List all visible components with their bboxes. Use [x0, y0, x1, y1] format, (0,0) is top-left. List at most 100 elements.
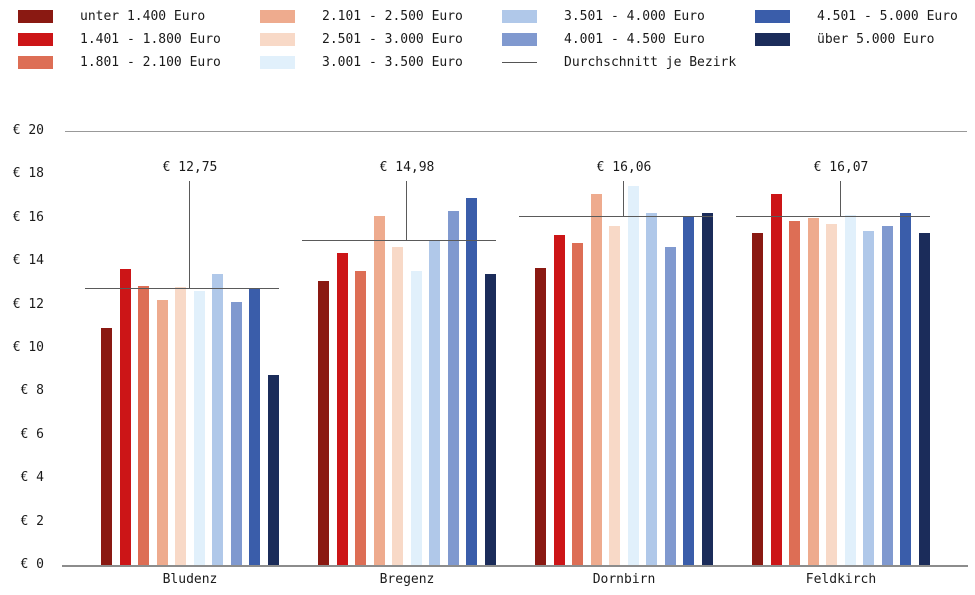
y-axis-tick-label: € 8 [20, 383, 44, 399]
bar [683, 215, 695, 565]
average-line-swatch-icon [502, 62, 537, 63]
legend-item-label: 3.501 - 4.000 Euro [564, 9, 705, 24]
district-average-line [519, 216, 713, 218]
legend-item: 3.001 - 3.500 Euro [260, 56, 463, 69]
bars-row [318, 131, 496, 565]
average-annotation-line [623, 181, 624, 217]
bar [193, 290, 205, 565]
legend-item-label: 1.401 - 1.800 Euro [80, 32, 221, 47]
bar [900, 213, 912, 565]
average-annotation-line [406, 181, 407, 240]
x-axis-category-label: Feldkirch [805, 572, 877, 587]
bar [590, 193, 602, 565]
bar [572, 242, 584, 565]
bar [844, 214, 856, 565]
legend-item-label: 1.801 - 2.100 Euro [80, 55, 221, 70]
bar [119, 268, 131, 565]
y-axis-tick-label: € 6 [20, 426, 44, 442]
legend-color-swatch-icon [18, 33, 53, 46]
legend-color-swatch-icon [502, 10, 537, 23]
bar [553, 235, 565, 565]
bar [212, 274, 224, 565]
bars-row [535, 131, 713, 565]
legend-color-swatch-icon [18, 10, 53, 23]
bar [863, 230, 875, 565]
y-axis-tick-label: € 18 [12, 166, 44, 182]
bar [318, 280, 329, 565]
legend-item-label: 2.101 - 2.500 Euro [322, 9, 463, 24]
legend-color-swatch-icon [260, 56, 295, 69]
bar [807, 217, 819, 565]
bar-group-bregenz: € 14,98 [302, 131, 496, 565]
y-axis-tick-label: € 20 [12, 123, 44, 138]
legend-color-swatch-icon [260, 10, 295, 23]
y-axis-tick-label: € 10 [12, 340, 44, 355]
bar [646, 213, 658, 565]
bar [175, 287, 187, 565]
legend-item: 4.501 - 5.000 Euro [755, 10, 958, 23]
chart-legend: unter 1.400 Euro 1.401 - 1.800 Euro 1.801 … [0, 0, 975, 80]
bars-row [752, 131, 930, 565]
y-axis-tick-label: € 12 [12, 296, 44, 312]
bar [826, 224, 838, 565]
bar [267, 375, 279, 565]
y-axis-tick-label: € 16 [12, 209, 44, 225]
district-average-line [302, 239, 496, 241]
bar [664, 247, 676, 565]
x-axis-category-label: Dornbirn [592, 572, 656, 587]
bar [609, 226, 621, 565]
y-axis-tick-label: € 4 [20, 470, 44, 486]
legend-color-swatch-icon [755, 10, 790, 23]
bar [392, 247, 404, 565]
bar [881, 226, 893, 565]
bar [701, 213, 713, 565]
bar [410, 270, 422, 565]
legend-color-swatch-icon [18, 56, 53, 69]
bar [101, 328, 112, 565]
bar [336, 252, 348, 565]
legend-color-swatch-icon [260, 33, 295, 46]
x-axis-line [62, 565, 968, 567]
bar-group-feldkirch: € 16,07 [736, 131, 930, 565]
legend-item-label: über 5.000 Euro [817, 32, 935, 47]
legend-color-swatch-icon [755, 33, 790, 46]
average-annotation-line [189, 181, 190, 289]
legend-item-label: Durchschnitt je Bezirk [564, 55, 737, 70]
legend-item-label: unter 1.400 Euro [80, 9, 206, 24]
legend-item: 2.101 - 2.500 Euro [260, 10, 463, 23]
bar [230, 302, 242, 565]
bars-row [101, 131, 279, 565]
bar [429, 239, 441, 565]
legend-item: 4.001 - 4.500 Euro [502, 33, 705, 46]
y-axis-tick-label: € 2 [20, 513, 44, 529]
plot-area: € 12,75 € 14,98 € 16,06 € 16,07 [62, 131, 968, 567]
average-value-label: € 14,98 [379, 160, 435, 175]
bar-group-bludenz: € 12,75 [85, 131, 279, 565]
legend-item: unter 1.400 Euro [18, 10, 205, 23]
legend-item: 3.501 - 4.000 Euro [502, 10, 705, 23]
district-average-line [736, 216, 930, 218]
bar [789, 221, 801, 565]
legend-item-label: 3.001 - 3.500 Euro [322, 55, 463, 70]
bar [249, 288, 261, 565]
bar [484, 274, 496, 565]
y-axis-tick-label: € 14 [12, 253, 44, 269]
legend-item: 1.401 - 1.800 Euro [18, 33, 221, 46]
legend-item: Durchschnitt je Bezirk [502, 56, 736, 69]
bar [535, 267, 546, 565]
bar [627, 186, 639, 565]
bar [373, 215, 385, 565]
average-value-label: € 12,75 [162, 160, 218, 175]
legend-color-swatch-icon [502, 33, 537, 46]
bar [466, 198, 478, 565]
legend-item: über 5.000 Euro [755, 33, 934, 46]
x-axis-category-label: Bregenz [379, 572, 435, 587]
bar [447, 211, 459, 565]
bar [752, 233, 763, 565]
x-axis-category-label: Bludenz [162, 572, 218, 587]
legend-item-label: 4.501 - 5.000 Euro [817, 9, 958, 24]
legend-item: 1.801 - 2.100 Euro [18, 56, 221, 69]
legend-item: 2.501 - 3.000 Euro [260, 33, 463, 46]
average-value-label: € 16,06 [596, 160, 652, 175]
